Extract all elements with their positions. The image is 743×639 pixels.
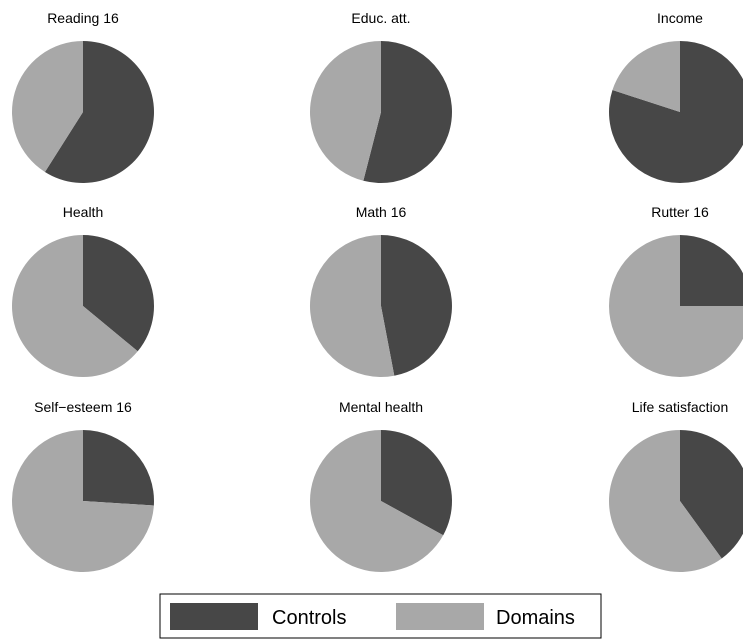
pie-slice-reading-16-domains: [11, 41, 83, 172]
pie-title-mental-health: Mental health: [339, 399, 423, 415]
legend-swatch-controls: [170, 603, 258, 630]
pie-slice-educ-att-controls: [363, 41, 452, 184]
pie-title-math-16: Math 16: [356, 204, 407, 220]
pie-title-educ-att: Educ. att.: [351, 10, 410, 26]
pie-title-rutter-16: Rutter 16: [651, 204, 709, 220]
pie-slice-rutter-16-controls: [680, 235, 743, 306]
pie-slice-health-controls: [83, 235, 155, 352]
pie-slice-mental-health-controls: [381, 430, 452, 536]
pie-slice-self-esteem-16-controls: [83, 430, 155, 506]
pie-slice-income-domains: [612, 41, 680, 112]
pie-slice-reading-16-controls: [44, 41, 154, 184]
legend-label-domains: Domains: [496, 607, 575, 629]
pie-slice-math-16-domains: [309, 235, 395, 377]
legend-swatch-domains: [396, 603, 484, 630]
pie-title-self-esteem-16: Self−esteem 16: [34, 399, 132, 415]
pie-slice-rutter-16-domains: [609, 235, 743, 377]
pie-slice-income-controls: [609, 41, 743, 183]
pie-slice-life-satisfaction-controls: [680, 430, 743, 559]
legend-label-controls: Controls: [272, 607, 346, 629]
pie-title-life-satisfaction: Life satisfaction: [632, 399, 729, 415]
pie-title-income: Income: [657, 10, 703, 26]
pie-slice-math-16-controls: [381, 235, 452, 376]
pie-slice-mental-health-domains: [309, 430, 444, 572]
legend: Controls Domains: [159, 593, 602, 639]
pie-title-health: Health: [63, 204, 103, 220]
pie-slice-educ-att-domains: [309, 41, 381, 181]
pie-title-reading-16: Reading 16: [47, 10, 119, 26]
pie-slice-life-satisfaction-domains: [608, 430, 722, 572]
pie-slice-self-esteem-16-domains: [12, 430, 154, 572]
pie-slice-health-domains: [12, 235, 138, 378]
pies-group: Reading 16 Educ. att. Income Health Math 16 R…: [11, 10, 743, 572]
